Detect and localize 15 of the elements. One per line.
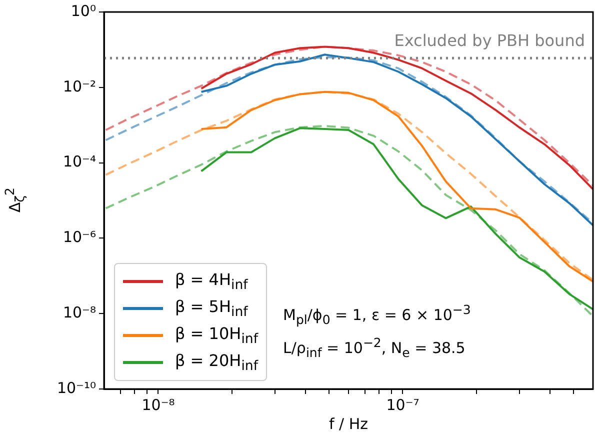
y-tick-label: 10⁰ xyxy=(70,2,96,20)
legend-label: β = 4H$_{inf}$ xyxy=(175,270,248,294)
y-tick-label: 10⁻² xyxy=(62,77,96,96)
y-tick-label: 10⁻⁶ xyxy=(62,228,96,246)
legend-label: β = 10H$_{inf}$ xyxy=(175,324,258,348)
legend-label: β = 20H$_{inf}$ xyxy=(175,350,258,374)
annotation: L/ρ$_{inf}$ = 10$^{−2}$, N$_{e}$ = 38.5 xyxy=(283,335,466,360)
ref-line-label: Excluded by PBH bound xyxy=(394,31,585,50)
y-tick-label: 10⁻⁴ xyxy=(62,152,96,171)
x-axis-title: f / Hz xyxy=(328,414,368,433)
annotation: M$_{pl}$/ϕ$_{0}$ = 1, ε = 6 × 10$^{−3}$ xyxy=(283,302,471,327)
x-tick-label: 10⁻⁷ xyxy=(386,396,420,414)
y-tick-label: 10⁻⁸ xyxy=(62,303,96,322)
legend-label: β = 5H$_{inf}$ xyxy=(175,296,248,320)
y-tick-label: 10⁻¹⁰ xyxy=(56,378,96,397)
